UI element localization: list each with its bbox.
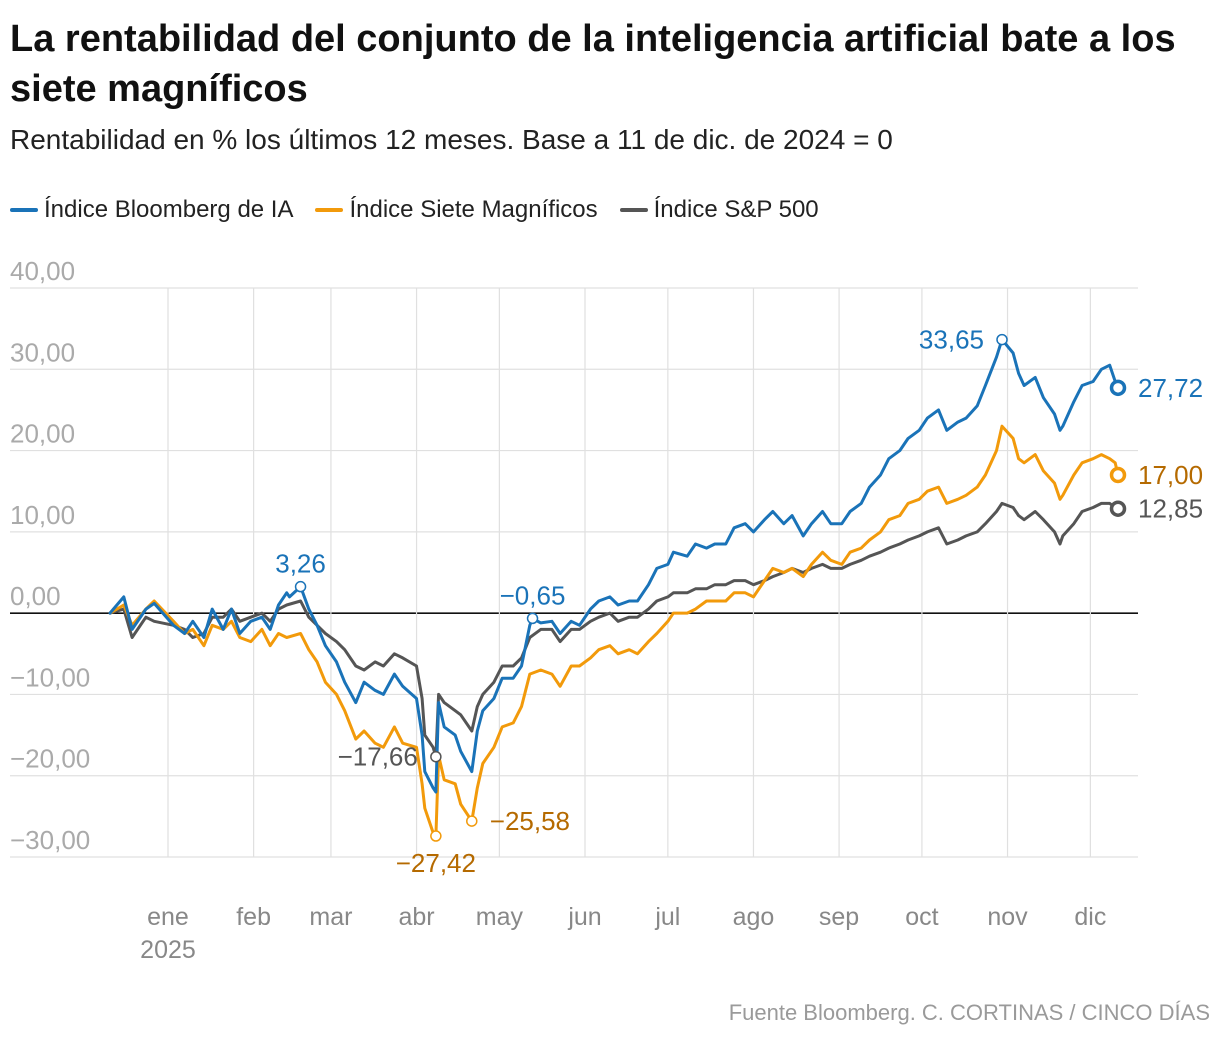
end-marker <box>1109 466 1127 484</box>
x-tick-label: jun <box>567 903 601 931</box>
y-axis: 40,00 30,00 20,00 10,00 0,00 −10,00 −20,00 −30,… <box>10 256 90 855</box>
x-tick-year-label: 2025 <box>140 936 196 964</box>
legend-swatch-sp500 <box>619 208 648 212</box>
y-tick-label: 0,00 <box>10 581 61 611</box>
annotation-marker <box>996 333 1008 346</box>
y-tick-label: −30,00 <box>10 825 90 855</box>
legend-swatch-mag7 <box>315 208 344 212</box>
chart-title: La rentabilidad del conjunto de la intel… <box>10 18 1176 110</box>
end-marker <box>1109 379 1127 397</box>
annotation-label: 3,26 <box>275 549 326 579</box>
x-axis: ene 2025 feb mar abr may jun jul ago sep oct nov dic <box>140 903 1106 964</box>
x-tick-label: abr <box>398 903 434 931</box>
annotation-marker <box>430 750 442 763</box>
x-tick-label: nov <box>987 903 1028 931</box>
series-layer <box>108 338 1120 838</box>
legend-label-sp500: Índice S&P 500 <box>653 196 819 223</box>
y-tick-label: −20,00 <box>10 744 90 774</box>
x-tick-label: mar <box>309 903 352 931</box>
end-marker <box>1109 500 1127 517</box>
annotation-label: −27,42 <box>396 848 476 878</box>
y-tick-label: 10,00 <box>10 500 75 530</box>
legend-label-ia: Índice Bloomberg de IA <box>44 196 294 223</box>
x-tick-label: jul <box>654 903 680 931</box>
grid-layer <box>10 287 1138 858</box>
annotation-marker <box>466 815 478 827</box>
x-tick-label: ene <box>147 903 189 931</box>
mag7-line <box>108 424 1120 838</box>
x-tick-label: ago <box>733 903 775 931</box>
annotation-marker <box>294 580 307 593</box>
end-value-label: 17,00 <box>1138 460 1203 490</box>
sp500-line <box>108 501 1120 759</box>
annotation-label: 33,65 <box>919 325 984 355</box>
x-tick-label: dic <box>1074 903 1106 931</box>
legend-item-mag7: Índice Siete Magníficos <box>315 196 598 224</box>
x-tick-label: feb <box>236 903 271 931</box>
y-tick-label: 20,00 <box>10 419 75 449</box>
y-tick-label: −10,00 <box>10 662 90 692</box>
annotation-layer: 3,26 −0,65 33,65 27,72 −27,42 −25,58 17,00 −17,… <box>275 325 1203 878</box>
x-tick-label: sep <box>819 903 859 931</box>
x-tick-label: may <box>476 903 524 931</box>
legend-swatch-ia <box>10 208 38 212</box>
x-tick-label: oct <box>905 903 938 931</box>
y-tick-label: 30,00 <box>10 337 75 367</box>
chart-subtitle: Rentabilidad en % los últimos 12 meses. … <box>10 124 893 155</box>
annotation-label: −17,66 <box>338 742 418 772</box>
chart-legend: Índice Bloomberg de IA Índice Siete Magn… <box>10 196 819 224</box>
annotation-marker <box>430 830 442 842</box>
annotation-marker <box>526 612 539 625</box>
source-note: Fuente Bloomberg. C. CORTINAS / CINCO DÍ… <box>728 1000 1210 1025</box>
end-value-label: 12,85 <box>1138 494 1203 524</box>
legend-label-mag7: Índice Siete Magníficos <box>349 196 598 223</box>
legend-item-sp500: Índice S&P 500 <box>619 196 819 224</box>
annotation-label: −0,65 <box>500 580 566 610</box>
annotation-label: −25,58 <box>490 806 570 836</box>
y-tick-label: 40,00 <box>10 256 75 286</box>
ia-line <box>108 338 1120 794</box>
end-value-label: 27,72 <box>1138 373 1203 403</box>
legend-item-ia: Índice Bloomberg de IA <box>10 196 293 224</box>
